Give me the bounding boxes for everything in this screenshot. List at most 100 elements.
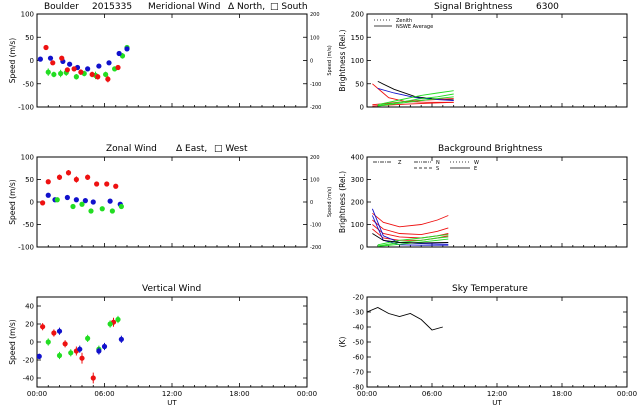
skytemp-ytick-label: -80 (353, 384, 364, 392)
meridional-right-tick-label: 100 (310, 35, 320, 41)
meridional-point-south (37, 56, 43, 62)
meridional-point-zenith (43, 44, 49, 51)
meridional-legend-north: Δ North, (228, 2, 265, 12)
skytemp-xtick-label: 12:00 (487, 390, 507, 398)
zonal-right-tick-label: 200 (310, 155, 320, 161)
meridional-point-south (47, 55, 54, 61)
bg-legend-e: E (474, 166, 477, 172)
vertical-frame (36, 296, 308, 388)
skytemp-ytick-label: -40 (353, 324, 364, 332)
vertical-point-green (107, 321, 113, 327)
zonal-right-tick-label: 0 (310, 200, 313, 206)
site-label: Boulder (44, 2, 79, 12)
vertical-title: Vertical Wind (142, 284, 201, 294)
meridional-point-south (96, 63, 102, 69)
vertical-point-red (51, 330, 57, 336)
zonal-ytick-label: 50 (25, 176, 34, 184)
date-label: 2015335 (92, 2, 132, 12)
skytemp-xtick-label: 00:00 (617, 390, 637, 398)
meridional-point-zenith (95, 74, 101, 80)
meridional-right-tick-label: 200 (310, 12, 320, 18)
zonal-right-tick-label: -100 (310, 223, 321, 229)
vertical-point-red (40, 324, 46, 330)
skytemp-ytick-label: -20 (353, 294, 364, 302)
vertical-ytick-label: 40 (25, 303, 34, 311)
zonal-right-tick-label: -200 (310, 245, 321, 251)
zonal-title: Zonal Wind (106, 144, 157, 154)
skytemp-xlabel: UT (492, 399, 502, 407)
signal-line-6 (377, 93, 454, 107)
zonal-point-west (45, 192, 51, 198)
vertical-point-green (115, 316, 121, 323)
meridional-ytick-label: -100 (18, 104, 34, 112)
skytemp-frame (366, 296, 628, 388)
skytemp-ylabel: (K) (338, 337, 347, 348)
background-line-9 (372, 233, 449, 244)
meridional-point-zenith (59, 55, 65, 61)
signal-line-5 (377, 90, 454, 106)
bg-legend-s: S (436, 166, 439, 172)
background-data (371, 208, 449, 247)
meridional-point-north (45, 69, 51, 75)
vertical-ytick-label: -20 (23, 357, 34, 365)
meridional-point-zenith (78, 69, 84, 75)
vertical-wind-panel: -40 -20 0 20 40 Speed (m/s) 00:00 06:00 12:00 18:… (8, 296, 317, 407)
zonal-point-east (113, 183, 119, 189)
meridional-point-south (116, 50, 122, 57)
meridional-point-north (103, 71, 109, 78)
zonal-point-west (90, 199, 96, 205)
bg-legend-z: Z (398, 160, 402, 166)
zonal-point-west (107, 198, 113, 204)
signal-legend-zenith: Zenith (396, 18, 412, 24)
meridional-point-south (106, 60, 112, 66)
meridional-point-south (85, 66, 91, 72)
meridional-ytick-label: 0 (30, 57, 34, 65)
background-ylabel: Brightness (Rel.) (338, 171, 347, 233)
zonal-point-east (40, 200, 46, 206)
meridional-right-tick-label: -200 (310, 105, 321, 111)
background-line-8 (377, 238, 449, 247)
zonal-point-vertical (79, 201, 85, 207)
meridional-point-north (73, 74, 79, 80)
wavelength-label: 6300 (536, 2, 559, 12)
zonal-point-east (65, 170, 72, 176)
zonal-ytick-label: -50 (23, 221, 34, 229)
zonal-point-east (104, 181, 110, 187)
meridional-frame (36, 13, 308, 108)
meridional-point-south (124, 46, 130, 52)
zonal-right-ylabel: Speed (m/s) (327, 187, 333, 217)
meridional-point-zenith (50, 60, 56, 66)
vertical-point-blue (37, 353, 42, 359)
skytemp-ytick-label: -70 (353, 369, 364, 377)
vertical-point-blue (101, 343, 108, 350)
zonal-right-tick-label: 100 (310, 178, 320, 184)
meridional-point-zenith (89, 71, 95, 78)
bg-legend-w: W (474, 160, 479, 166)
signal-title: Signal Brightness (434, 2, 513, 12)
vertical-point-blue (96, 348, 102, 354)
zonal-ytick-label: 0 (30, 199, 34, 207)
meridional-wind-panel: -100 -50 0 50 100 -200 -100 0 100 200 Speed (m/s) S… (8, 11, 333, 112)
vertical-xtick-label: 00:00 (297, 390, 317, 398)
meridional-point-zenith (64, 67, 70, 73)
signal-ytick-label: 50 (355, 80, 364, 88)
vertical-ytick-label: 20 (25, 321, 34, 329)
meridional-data (37, 44, 130, 83)
zonal-wind-panel: -100 -50 0 50 100 -200 -100 0 100 200 Speed (m/s) S… (8, 154, 333, 252)
zonal-point-vertical (88, 208, 94, 214)
zonal-point-vertical (118, 203, 124, 210)
vertical-point-blue (56, 328, 63, 334)
zonal-point-east (45, 179, 51, 185)
vertical-ylabel: Speed (m/s) (8, 319, 17, 365)
zonal-legend-west: □ West (214, 144, 248, 154)
background-ytick-label: 300 (351, 176, 364, 184)
signal-legend-avg: NSWE Average (396, 24, 433, 30)
meridional-point-north (58, 70, 64, 77)
signal-line-0 (377, 80, 454, 101)
background-ytick-label: 0 (360, 244, 364, 252)
zonal-ytick-label: 100 (21, 154, 34, 162)
signal-line-7 (377, 96, 454, 107)
meridional-ytick-label: -50 (23, 80, 34, 88)
meridional-point-zenith (115, 64, 121, 71)
vertical-ytick-label: -40 (23, 375, 34, 383)
